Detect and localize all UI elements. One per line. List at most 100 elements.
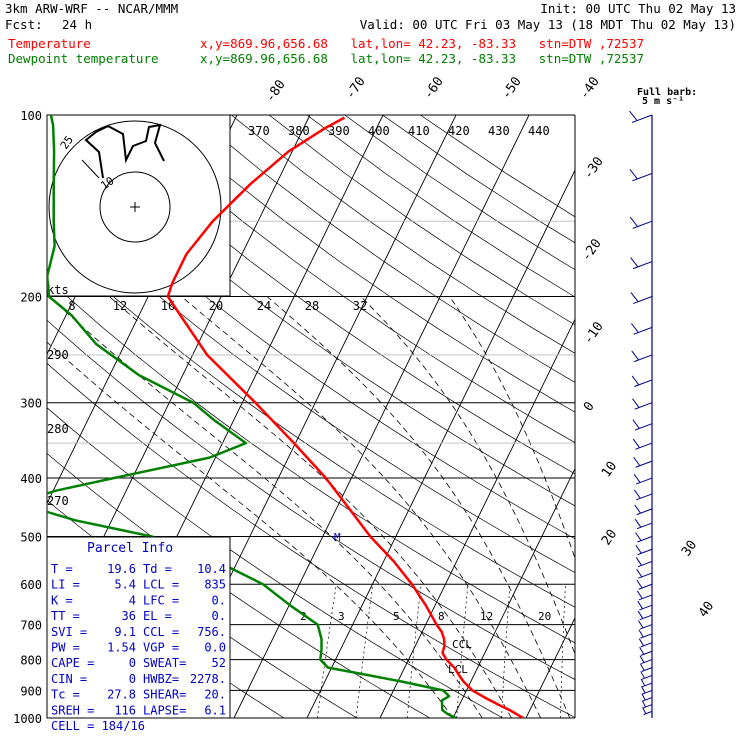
parcel-row-value: 36 xyxy=(122,609,136,623)
wind-barb xyxy=(640,642,653,648)
wind-barb xyxy=(638,594,653,601)
wind-barb xyxy=(635,460,653,468)
parcel-row-value: 4 xyxy=(129,593,136,607)
wind-barb xyxy=(632,419,640,429)
parcel-row-label: SHEAR= xyxy=(143,688,186,702)
parcel-row-label: Tc = xyxy=(51,688,80,702)
wind-barb xyxy=(631,114,653,123)
wind-barb xyxy=(635,477,653,485)
wind-barb xyxy=(632,398,640,408)
pressure-tick-label: 700 xyxy=(20,619,42,633)
wind-barb xyxy=(629,110,638,121)
parcel-row-value: 0. xyxy=(212,593,226,607)
parcel-row-label: HWBZ= xyxy=(143,672,179,686)
parcel-row-value: 0 xyxy=(129,656,136,670)
mixing-ratio-label: 20 xyxy=(538,610,551,623)
dry-adiabat xyxy=(47,407,504,718)
wind-barb xyxy=(641,700,646,708)
parcel-row-value: 756. xyxy=(197,625,226,639)
wind-barb xyxy=(636,522,653,530)
wind-barb xyxy=(630,292,639,302)
parcel-row-value: 9.1 xyxy=(114,625,136,639)
parcel-row-label: CIN = xyxy=(51,672,87,686)
barb-legend-value: 5 m s⁻¹ xyxy=(642,96,684,107)
wind-barb xyxy=(636,568,643,578)
theta-tick-label: 380 xyxy=(288,124,310,138)
kts-tick-label: 20 xyxy=(209,299,223,313)
temperature-tick-label: 30 xyxy=(679,538,700,559)
mixing-ratio-label: 8 xyxy=(438,610,445,623)
wind-barb xyxy=(630,257,639,268)
wind-barb xyxy=(638,620,644,629)
wind-barb xyxy=(643,704,653,709)
parcel-row-value: 2278. xyxy=(190,672,226,686)
parcel-row-label: K = xyxy=(51,593,73,607)
wind-barb xyxy=(636,579,643,589)
wind-barb xyxy=(639,614,653,621)
wind-barb xyxy=(640,671,645,679)
forecast-value: 24 h xyxy=(62,17,93,32)
wind-barb xyxy=(639,604,653,611)
wind-barb xyxy=(630,323,639,333)
mixing-ratio-label: 3 xyxy=(338,610,345,623)
temperature-tick-label: -80 xyxy=(263,77,289,105)
kts-unit-label: kts xyxy=(47,283,69,297)
wind-barb xyxy=(633,473,641,483)
parcel-row-label: Td = xyxy=(143,562,172,576)
wind-barb xyxy=(637,536,653,543)
wind-barb xyxy=(641,686,646,694)
theta-tick-label: 430 xyxy=(488,124,510,138)
wind-barb xyxy=(635,442,653,450)
pressure-tick-label: 500 xyxy=(20,530,42,544)
parcel-row-value: 0. xyxy=(212,609,226,623)
legend-dewpoint-info: x,y=869.96,656.68 lat,lon= 42.23, -83.33… xyxy=(200,51,645,66)
parcel-info-box xyxy=(46,536,231,719)
theta-tick-label: 370 xyxy=(248,124,270,138)
wind-barb xyxy=(634,518,642,528)
parcel-row-label: EL = xyxy=(143,609,172,623)
isotherm-line xyxy=(306,169,575,718)
wind-barb xyxy=(634,379,653,388)
wind-barb xyxy=(634,504,641,514)
hodograph-ring-outer xyxy=(48,120,222,294)
wind-barb xyxy=(633,326,653,335)
pressure-tick-label: 400 xyxy=(20,472,42,486)
parcel-row-label: T = xyxy=(51,562,73,576)
isotherm-line xyxy=(599,115,740,718)
parcel-row-label: LCL = xyxy=(143,578,179,592)
dry-adiabat xyxy=(420,115,575,218)
legend-dewpoint-name: Dewpoint temperature xyxy=(8,51,159,66)
valid-time: Valid: 00 UTC Fri 03 May 13 (18 MDT Thu … xyxy=(359,17,736,32)
parcel-row-value: 27.8 xyxy=(107,688,136,702)
hodograph-ring-label: 25 xyxy=(58,133,76,151)
moist-adiabat xyxy=(48,296,483,718)
wind-barb xyxy=(639,646,645,655)
parcel-row-value: 52 xyxy=(212,656,226,670)
wind-barb xyxy=(631,350,639,361)
isotherm-line xyxy=(0,115,18,718)
parcel-row-value: 0.0 xyxy=(204,641,226,655)
mixing-ratio-line xyxy=(456,584,469,718)
wind-barb xyxy=(642,707,647,714)
dewpoint-profile xyxy=(47,115,457,718)
wind-barb xyxy=(640,633,653,639)
mixing-ratio-label: 5 xyxy=(393,610,400,623)
temperature-tick-label: -40 xyxy=(577,74,603,102)
theta-tick-label: 420 xyxy=(448,124,470,138)
parcel-row-label: SREH = xyxy=(51,703,94,717)
parcel-row-value: 835 xyxy=(204,578,226,592)
hodograph-box xyxy=(46,114,231,297)
mixing-ratio-line xyxy=(501,584,511,718)
wind-barb xyxy=(642,682,653,688)
wind-barb xyxy=(639,655,645,663)
wind-barb xyxy=(638,638,644,647)
hodograph-ring-inner xyxy=(99,171,171,243)
barb-legend-title: Full barb: xyxy=(637,87,697,98)
kts-tick-label: 12 xyxy=(113,299,127,313)
parcel-row-label: LI = xyxy=(51,578,80,592)
parcel-row-value: 5.4 xyxy=(114,578,136,592)
isotherm-line xyxy=(672,115,740,718)
theta-side-label: 270 xyxy=(47,494,69,508)
wind-barb xyxy=(637,548,653,556)
